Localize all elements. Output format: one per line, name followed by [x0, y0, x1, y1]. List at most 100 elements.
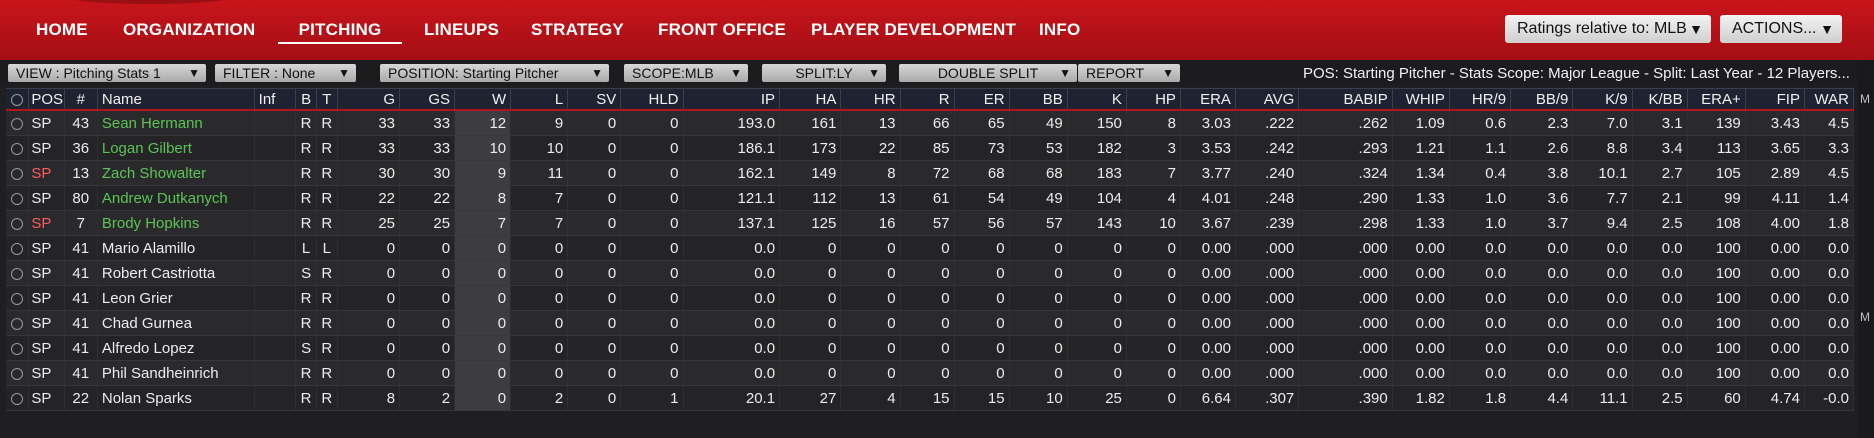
nav-strategy[interactable]: STRATEGY [531, 20, 624, 39]
player-name-link[interactable]: Andrew Dutkanych [97, 185, 255, 211]
player-name-link[interactable]: Robert Castriotta [97, 260, 255, 286]
table-row[interactable]: SP 43 Sean Hermann R R 33 33 12 9 0 0 193.0 161 13 66 6… [6, 110, 1855, 136]
cell-gs: 0 [399, 285, 456, 311]
col-header[interactable]: HR [840, 88, 901, 111]
row-select-radio[interactable] [6, 210, 30, 236]
nav-pitching[interactable]: PITCHING [278, 18, 402, 44]
col-header[interactable]: B [295, 88, 317, 111]
row-select-radio[interactable] [6, 235, 30, 261]
col-header[interactable]: HP [1126, 88, 1181, 111]
col-header[interactable]: L [510, 88, 569, 111]
cell-k: 0 [1067, 310, 1127, 336]
row-select-radio[interactable] [6, 110, 30, 136]
view-dropdown[interactable]: VIEW : Pitching Stats 1 ▼ [8, 64, 206, 82]
col-header[interactable]: SV [567, 88, 622, 111]
table-row[interactable]: SP 41 Robert Castriotta S R 0 0 0 0 0 0 0.0 0 0 0 0 0 0 0 0… [6, 260, 1855, 286]
cell-inf [254, 185, 297, 211]
nav-organization[interactable]: ORGANIZATION [123, 20, 256, 39]
split-dropdown[interactable]: SPLIT:LY ▼ [762, 64, 886, 82]
cell-bb: 53 [1009, 135, 1068, 161]
player-name-link[interactable]: Brody Hopkins [97, 210, 255, 236]
col-header[interactable]: BABIP [1298, 88, 1393, 111]
filter-dropdown[interactable]: FILTER : None ▼ [215, 64, 356, 82]
col-header[interactable]: ER [954, 88, 1010, 111]
col-header[interactable]: Name [97, 88, 255, 111]
table-row[interactable]: SP 41 Phil Sandheinrich R R 0 0 0 0 0 0 0.0 0 0 0 0 0 0 0 0… [6, 360, 1855, 386]
row-select-radio[interactable] [6, 160, 30, 186]
col-header[interactable]: WAR [1804, 88, 1855, 111]
col-header[interactable]: ERA+ [1687, 88, 1746, 111]
col-header[interactable]: POS [28, 88, 65, 111]
row-select-radio[interactable] [6, 260, 30, 286]
row-select-radio[interactable] [6, 185, 30, 211]
row-select-radio[interactable] [6, 360, 30, 386]
col-header[interactable]: WHIP [1392, 88, 1450, 111]
col-header[interactable]: GS [399, 88, 456, 111]
player-name-link[interactable]: Phil Sandheinrich [97, 360, 255, 386]
ratings-relative-dropdown[interactable]: Ratings relative to: MLB ▼ [1505, 15, 1711, 43]
row-select-radio[interactable] [6, 385, 30, 411]
col-header[interactable]: T [316, 88, 338, 111]
table-row[interactable]: SP 7 Brody Hopkins R R 25 25 7 7 0 0 137.1 125 16 57 56… [6, 210, 1855, 236]
table-row[interactable]: SP 80 Andrew Dutkanych R R 22 22 8 7 0 0 121.1 112 13… [6, 185, 1855, 211]
table-row[interactable]: SP 41 Chad Gurnea R R 0 0 0 0 0 0 0.0 0 0 0 0 0 0 0 0.00.00… [6, 310, 1855, 336]
nav-lineups[interactable]: LINEUPS [424, 20, 500, 39]
col-header[interactable]: HA [779, 88, 842, 111]
col-header[interactable]: IP [683, 88, 781, 111]
report-dropdown[interactable]: REPORT ▼ [1078, 64, 1180, 82]
nav-player-development[interactable]: PLAYER DEVELOPMENT [811, 20, 1017, 39]
player-name-link[interactable]: Sean Hermann [97, 110, 255, 136]
cell-babip: .324 [1298, 160, 1393, 186]
col-header[interactable]: HR/9 [1449, 88, 1512, 111]
table-row[interactable]: SP 41 Leon Grier R R 0 0 0 0 0 0 0.0 0 0 0 0 0 0 0 0.00.000… [6, 285, 1855, 311]
cell-war: 0.0 [1804, 360, 1855, 386]
player-name-link[interactable]: Alfredo Lopez [97, 335, 255, 361]
player-name-link[interactable]: Leon Grier [97, 285, 255, 311]
col-header[interactable]: K/BB [1632, 88, 1688, 111]
col-header[interactable]: R [900, 88, 955, 111]
table-row[interactable]: SP 22 Nolan Sparks R R 8 2 0 2 0 1 20.1 27 4 15 15 10 25 0… [6, 385, 1855, 411]
cell-hr: 22 [840, 135, 901, 161]
cell-ip: 162.1 [683, 160, 781, 186]
player-name-link[interactable]: Logan Gilbert [97, 135, 255, 161]
double-split-dropdown[interactable]: DOUBLE SPLIT ▼ [899, 64, 1077, 82]
table-row[interactable]: SP 36 Logan Gilbert R R 33 33 10 10 0 0 186.1 173 22 8… [6, 135, 1855, 161]
nav-home[interactable]: HOME [36, 20, 88, 39]
cell-w: 0 [454, 310, 512, 336]
select-all-radio[interactable] [6, 88, 30, 111]
table-row[interactable]: SP 13 Zach Showalter R R 30 30 9 11 0 0 162.1 149 8 72… [6, 160, 1855, 186]
player-name-link[interactable]: Zach Showalter [97, 160, 255, 186]
scope-dropdown[interactable]: SCOPE:MLB ▼ [624, 64, 748, 82]
col-header[interactable]: W [454, 88, 512, 111]
row-select-radio[interactable] [6, 285, 30, 311]
player-name-link[interactable]: Nolan Sparks [97, 385, 255, 411]
col-header[interactable]: AVG [1235, 88, 1300, 111]
col-header[interactable]: BB [1009, 88, 1068, 111]
nav-info[interactable]: INFO [1039, 20, 1081, 39]
col-header[interactable]: # [64, 88, 98, 111]
cell-war: 0.0 [1804, 335, 1855, 361]
table-row[interactable]: SP 41 Mario Alamillo L L 0 0 0 0 0 0 0.0 0 0 0 0 0 0 0 0.00… [6, 235, 1855, 261]
col-header[interactable]: Inf [254, 88, 297, 111]
table-row[interactable]: SP 41 Alfredo Lopez S R 0 0 0 0 0 0 0.0 0 0 0 0 0 0 0 0.00.… [6, 335, 1855, 361]
col-header[interactable]: G [337, 88, 401, 111]
player-name-link[interactable]: Mario Alamillo [97, 235, 255, 261]
col-header[interactable]: HLD [620, 88, 684, 111]
cell-bb9: 0.0 [1510, 260, 1574, 286]
cell-fip: 0.00 [1745, 260, 1805, 286]
col-header[interactable]: ERA [1180, 88, 1236, 111]
col-header[interactable]: K/9 [1572, 88, 1633, 111]
cell-avg: .000 [1235, 285, 1300, 311]
col-header[interactable]: BB/9 [1510, 88, 1574, 111]
row-select-radio[interactable] [6, 135, 30, 161]
row-select-radio[interactable] [6, 310, 30, 336]
col-header[interactable]: FIP [1745, 88, 1805, 111]
col-header[interactable]: K [1067, 88, 1127, 111]
position-dropdown[interactable]: POSITION: Starting Pitcher ▼ [380, 64, 609, 82]
actions-dropdown[interactable]: ACTIONS... ▼ [1720, 15, 1842, 43]
nav-front-office[interactable]: FRONT OFFICE [658, 20, 786, 39]
player-name-link[interactable]: Chad Gurnea [97, 310, 255, 336]
radio-icon [11, 242, 24, 255]
cell-b: R [295, 210, 317, 236]
row-select-radio[interactable] [6, 335, 30, 361]
